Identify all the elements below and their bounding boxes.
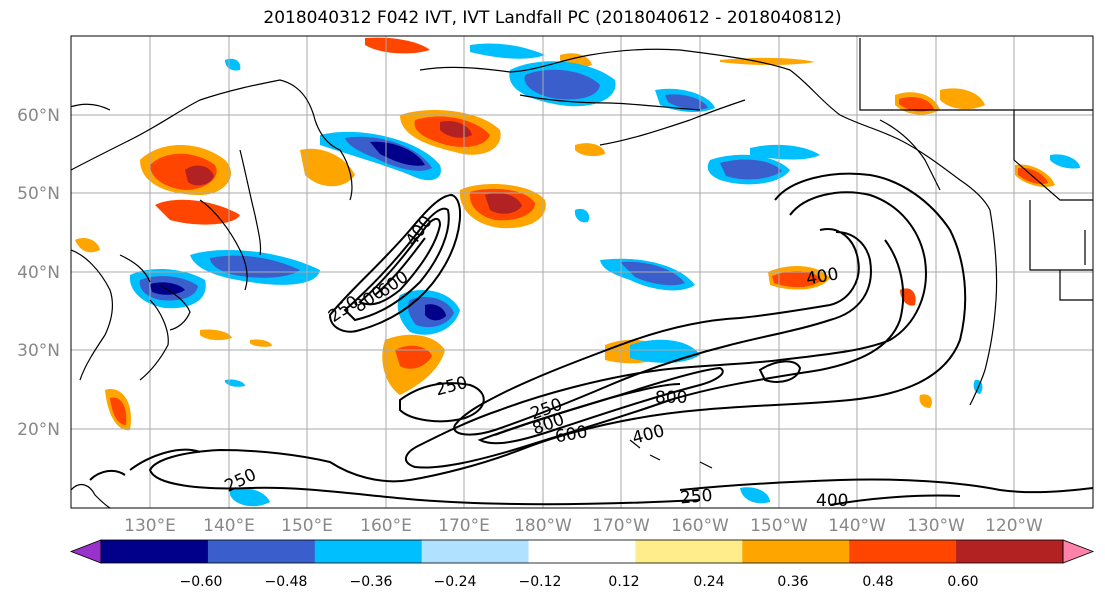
- colorbar-swatch: [421, 540, 530, 563]
- colorbar-tick-label: 0.12: [608, 574, 639, 590]
- colorbar-tick-label: −0.24: [434, 574, 477, 590]
- colorbar-swatch: [742, 540, 850, 563]
- lat-label: 60°N: [17, 106, 60, 126]
- contour-label: 250: [679, 486, 713, 509]
- lon-label: 130°E: [124, 516, 176, 536]
- lon-label: 170°W: [592, 516, 650, 536]
- colorbar-tick-label: −0.48: [265, 574, 308, 590]
- colorbar-tick-label: 0.36: [777, 574, 808, 590]
- colorbar-swatch: [528, 540, 636, 563]
- contour-label: 400: [816, 491, 848, 511]
- lat-label: 50°N: [17, 184, 60, 204]
- colorbar-tick-label: −0.36: [350, 574, 393, 590]
- colorbar-extend-high: [1062, 539, 1095, 564]
- longitude-labels: 130°E 140°E 150°E 160°E 170°E 180°W 170°…: [124, 516, 1043, 536]
- colorbar-tick-label: −0.12: [519, 574, 562, 590]
- map-title: 2018040312 F042 IVT, IVT Landfall PC (20…: [263, 8, 842, 28]
- colorbar-extend-low: [69, 539, 102, 564]
- lon-label: 130°W: [907, 516, 965, 536]
- lat-label: 40°N: [17, 263, 60, 283]
- colorbar: [69, 539, 1095, 564]
- colorbar-tick-label: −0.60: [180, 574, 223, 590]
- map-frame: [70, 35, 1094, 509]
- lon-label: 140°E: [203, 516, 255, 536]
- latitude-labels: 60°N 50°N 40°N 30°N 20°N: [17, 106, 60, 440]
- contour-label: 800: [655, 388, 687, 408]
- lon-label: 150°W: [750, 516, 808, 536]
- lon-label: 160°W: [671, 516, 729, 536]
- colorbar-outline: [100, 539, 1064, 564]
- colorbar-tick-label: 0.48: [862, 574, 893, 590]
- coastlines: [71, 38, 1093, 508]
- colorbar-swatch: [314, 540, 423, 563]
- lon-label: 140°W: [828, 516, 886, 536]
- lat-label: 20°N: [17, 420, 60, 440]
- colorbar-swatch: [635, 540, 743, 563]
- graticule: [71, 36, 1093, 508]
- lon-label: 120°W: [985, 516, 1043, 536]
- colorbar-swatch: [849, 540, 957, 563]
- colorbar-swatch: [101, 540, 209, 563]
- lon-label: 150°E: [281, 516, 333, 536]
- colorbar-tick-label: 0.24: [693, 574, 724, 590]
- lon-label: 180°W: [514, 516, 572, 536]
- lat-label: 30°N: [17, 341, 60, 361]
- lon-label: 160°E: [360, 516, 412, 536]
- colorbar-tick-labels: −0.60 −0.48 −0.36 −0.24 −0.12 0.12 0.24 …: [180, 574, 979, 590]
- colorbar-tick-label: 0.60: [947, 574, 978, 590]
- lon-label: 170°E: [438, 516, 490, 536]
- colorbar-swatch: [956, 540, 1064, 563]
- ivt-contours: [89, 172, 1093, 506]
- colorbar-swatch: [207, 540, 316, 563]
